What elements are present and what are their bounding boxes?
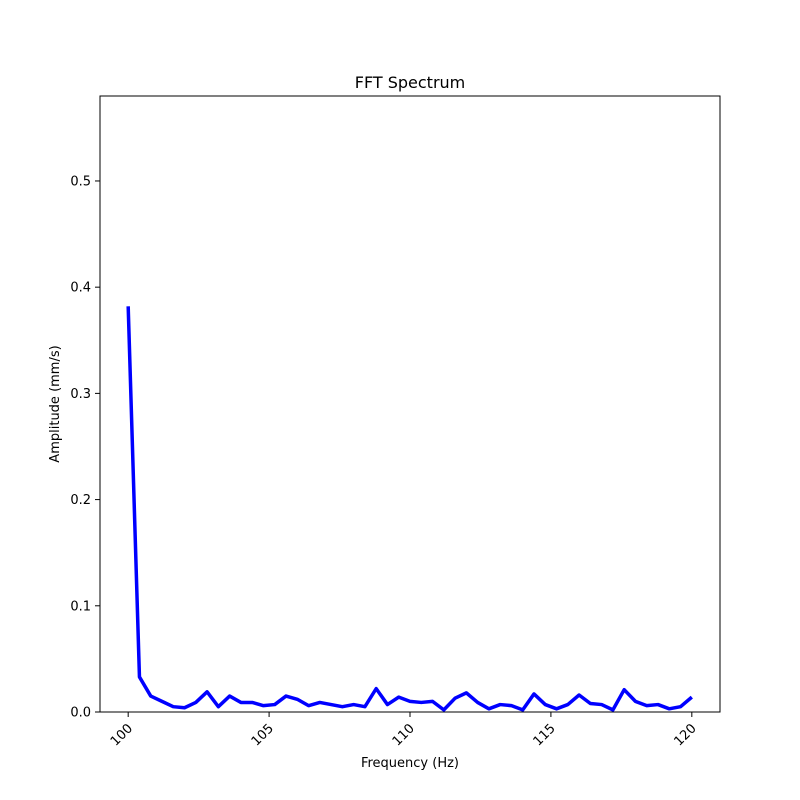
y-tick-label: 0.2	[70, 493, 91, 508]
series-line	[126, 306, 693, 712]
y-tick-label: 0.1	[70, 599, 91, 614]
x-axis-title: Frequency (Hz)	[361, 756, 459, 771]
y-tick-label: 0.5	[70, 174, 91, 189]
y-tick-label: 0.0	[70, 706, 91, 721]
y-tick-label: 0.4	[70, 281, 91, 296]
y-axis: 0.0 0.1 0.2 0.3 0.4 0.5	[70, 174, 100, 721]
y-axis-title: Amplitude (mm/s)	[48, 345, 63, 462]
chart-title: FFT Spectrum	[355, 73, 466, 92]
plot-area	[99, 95, 721, 713]
y-tick-label: 0.3	[70, 387, 91, 402]
